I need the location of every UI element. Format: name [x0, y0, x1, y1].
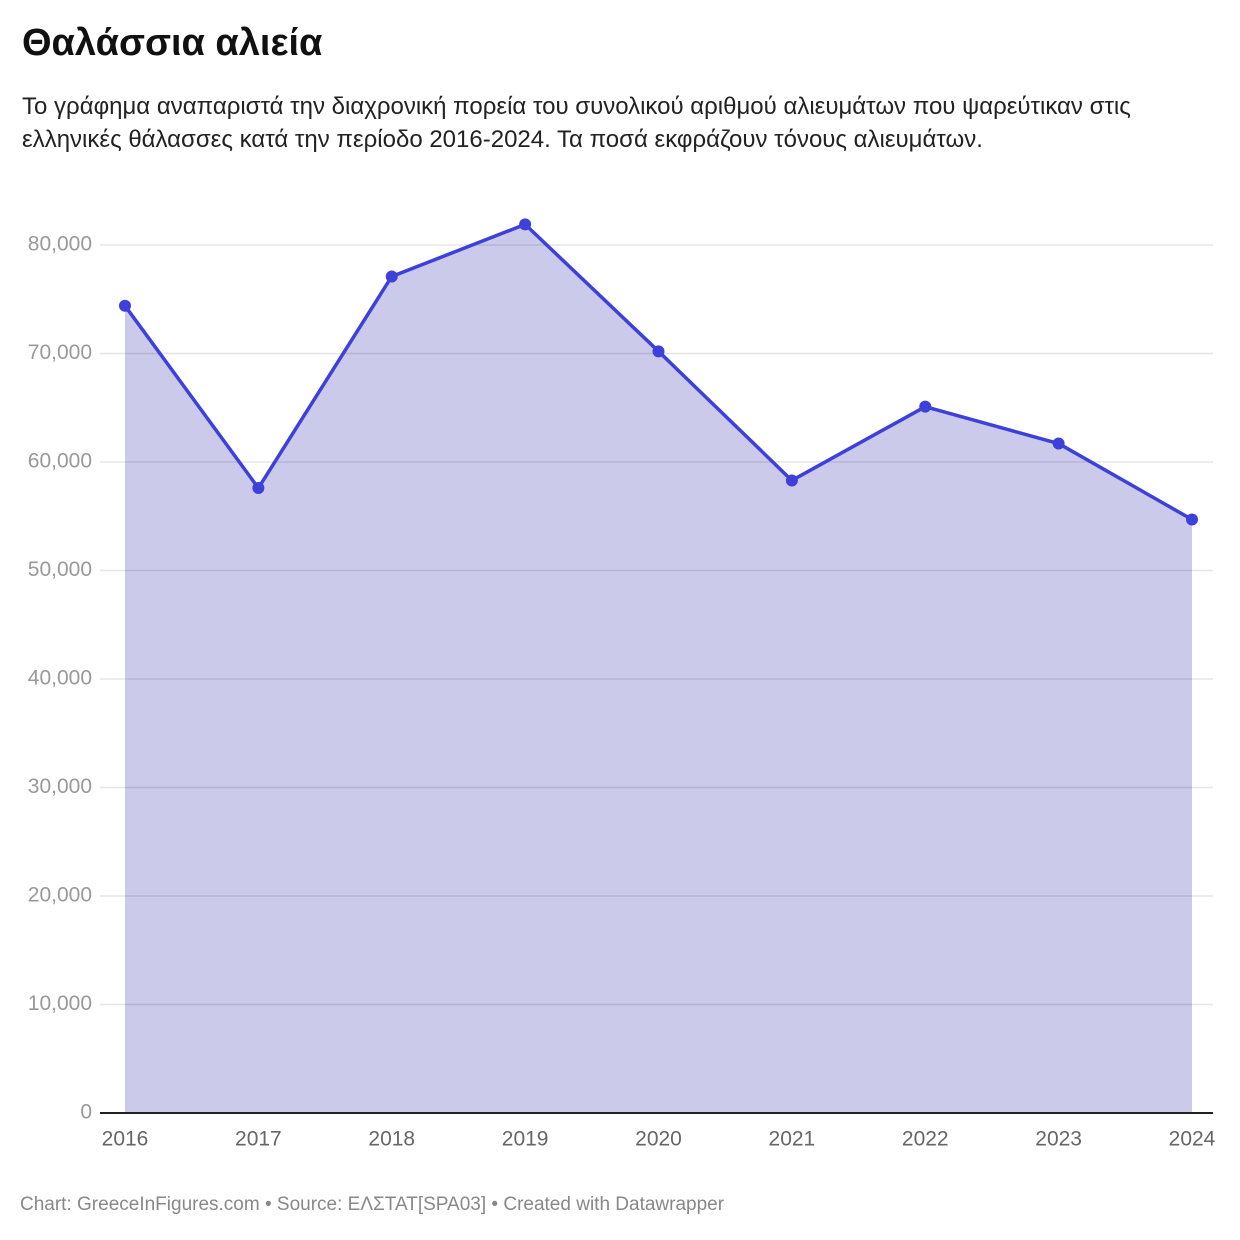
chart-title: Θαλάσσια αλιεία [22, 22, 323, 64]
x-tick-label: 2022 [902, 1128, 949, 1151]
point [252, 482, 265, 495]
point [385, 270, 398, 283]
x-tick-label: 2019 [502, 1128, 549, 1151]
area [125, 224, 1192, 1113]
x-tick-label: 2023 [1035, 1128, 1082, 1151]
y-tick-label: 50,000 [28, 558, 92, 581]
y-tick-label: 70,000 [28, 341, 92, 364]
point [785, 474, 798, 487]
x-tick-label: 2020 [635, 1128, 682, 1151]
x-tick-label: 2016 [102, 1128, 149, 1151]
y-tick-label: 60,000 [28, 450, 92, 473]
x-tick-label: 2021 [769, 1128, 816, 1151]
y-tick-label: 10,000 [28, 992, 92, 1015]
x-tick-label: 2024 [1169, 1128, 1216, 1151]
chart-subtitle: Το γράφημα αναπαριστά την διαχρονική πορ… [22, 93, 1131, 153]
point [652, 345, 665, 358]
point [119, 299, 131, 312]
chart: 0 10,000 20,000 30,000 40,000 50,000 60,000 70,… [28, 218, 1216, 1151]
y-tick-label: 80,000 [28, 233, 92, 256]
x-tick-label: 2017 [235, 1128, 282, 1151]
y-tick-label: 30,000 [28, 775, 92, 798]
point [1052, 437, 1065, 450]
point [1186, 513, 1198, 526]
chart-footer: Chart: GreeceInFigures.com • Source: ΕΛΣ… [20, 1194, 725, 1215]
x-tick-label: 2018 [368, 1128, 415, 1151]
point [919, 400, 932, 413]
point [519, 218, 532, 231]
y-tick-label: 40,000 [28, 667, 92, 690]
y-tick-label: 20,000 [28, 884, 92, 907]
y-tick-label: 0 [80, 1101, 92, 1124]
